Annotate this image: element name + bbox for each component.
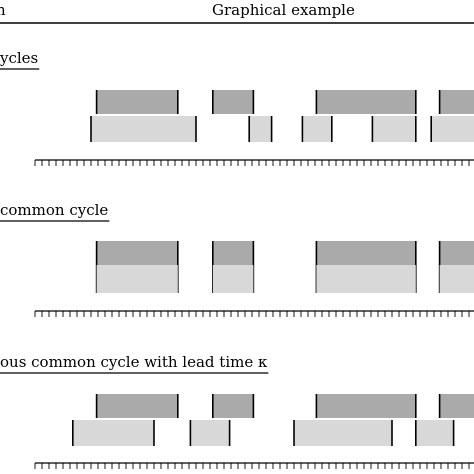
section-2-bottom-bar-3 [316, 265, 416, 293]
section-3-label: ous common cycle with lead time κ [0, 353, 268, 371]
header-left-label: n [0, 1, 6, 19]
section-1-bottom-bar-2 [249, 116, 272, 142]
section-2-label: common cycle [0, 201, 108, 219]
timelines-layer [0, 68, 474, 469]
section-3-top-bar-2 [212, 394, 254, 418]
section-2-top-bar-3 [316, 241, 416, 265]
section-2-bottom-bar-4 [439, 265, 474, 293]
section-2-bottom-bar-1 [96, 265, 178, 293]
section-1-top-bar-4 [439, 90, 474, 114]
section-1-bottom-bar-3 [302, 116, 332, 142]
section-2-top-bar-2 [212, 241, 254, 265]
section-3-bottom-bar-2 [190, 420, 230, 446]
header-right-label: Graphical example [212, 1, 355, 19]
section-1-bottom-bar-1 [91, 116, 196, 142]
section-3-bottom-bar-3 [294, 420, 392, 446]
section-3-top-bar-1 [96, 394, 178, 418]
section-1-bottom-bar-4 [372, 116, 416, 142]
section-3-top-bar-3 [316, 394, 416, 418]
section-2-bottom-bar-2 [212, 265, 254, 293]
section-3-bottom-bar-4 [415, 420, 454, 446]
section-2-top-bar-4 [439, 241, 474, 265]
bars-layer [72, 90, 474, 446]
section-1-top-bar-2 [212, 90, 254, 114]
section-1-top-bar-1 [96, 90, 178, 114]
section-3-bottom-bar-1 [72, 420, 154, 446]
section-2-top-bar-1 [96, 241, 178, 265]
section-3-top-bar-4 [439, 394, 474, 418]
section-1-label: ycles [0, 49, 38, 67]
section-1-bottom-bar-5 [431, 116, 474, 142]
section-1-top-bar-3 [316, 90, 416, 114]
